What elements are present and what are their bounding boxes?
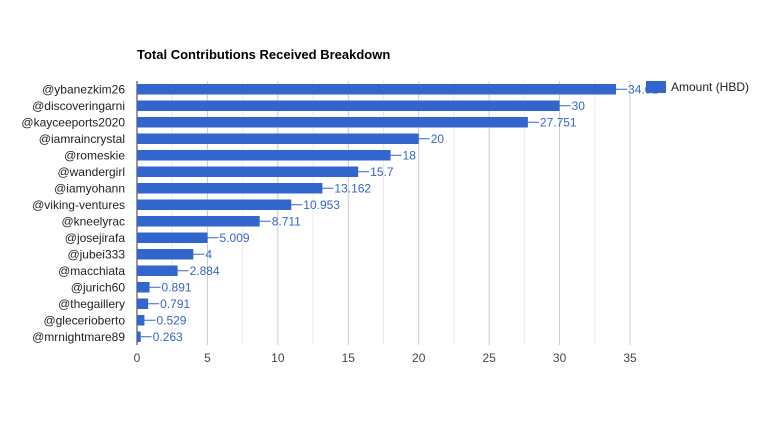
bar[interactable]: [137, 315, 145, 326]
bar[interactable]: [137, 282, 150, 293]
x-tick-label: 35: [623, 351, 637, 365]
bar[interactable]: [137, 117, 528, 128]
x-tick-label: 10: [271, 351, 285, 365]
category-label: @kneelyrac: [61, 214, 125, 228]
data-label: 8.711: [272, 214, 301, 228]
data-label: 0.263: [153, 330, 183, 344]
bar[interactable]: [137, 216, 260, 227]
category-label: @josejirafa: [65, 231, 126, 245]
category-label: @mrnightmare89: [32, 330, 125, 344]
bar[interactable]: [137, 265, 178, 277]
bar[interactable]: [137, 166, 359, 178]
bar[interactable]: [137, 331, 141, 343]
data-label: 2.884: [190, 264, 220, 278]
data-label: 30: [572, 99, 586, 113]
category-label: @iamyohann: [54, 181, 125, 195]
category-label: @viking-ventures: [32, 198, 125, 212]
category-label: @wandergirl: [57, 165, 125, 179]
legend-swatch: [646, 81, 666, 93]
data-label: 5.009: [220, 231, 250, 245]
data-label: 0.891: [162, 280, 192, 294]
data-label: 15.7: [370, 165, 394, 179]
category-labels: @ybanezkim26 @discoveringarni @kayceeports…: [21, 82, 125, 344]
bar[interactable]: [137, 249, 194, 260]
category-label: @kayceeports2020: [21, 115, 125, 129]
category-label: @jurich60: [71, 280, 126, 294]
x-tick-label: 0: [134, 351, 141, 365]
bar[interactable]: [137, 183, 323, 194]
chart-title: Total Contributions Received Breakdown: [137, 47, 390, 62]
legend-label: Amount (HBD): [671, 80, 749, 94]
category-label: @jubei333: [67, 247, 125, 261]
data-label: 13.162: [334, 181, 371, 195]
data-label: 0.529: [156, 313, 186, 327]
x-tick-label: 25: [482, 351, 496, 365]
bar[interactable]: [137, 298, 149, 310]
bar[interactable]: [137, 199, 292, 211]
bar[interactable]: [137, 150, 391, 161]
x-tick-label: 20: [412, 351, 426, 365]
bar[interactable]: [137, 133, 419, 145]
category-label: @romeskie: [64, 148, 125, 162]
category-label: @thegaillery: [58, 297, 125, 311]
legend: Amount (HBD): [646, 80, 749, 94]
category-label: @ybanezkim26: [42, 82, 125, 96]
x-tick-label: 15: [342, 351, 356, 365]
bar[interactable]: [137, 84, 617, 95]
data-label: 0.791: [160, 297, 190, 311]
category-label: @discoveringarni: [32, 99, 125, 113]
x-tick-label: 5: [204, 351, 211, 365]
bar[interactable]: [137, 100, 560, 112]
category-label: @glecerioberto: [43, 313, 125, 327]
x-axis-ticks: 0 5 10 15 20 25 30 35: [134, 351, 637, 365]
category-label: @macchiata: [58, 264, 125, 278]
data-label: 18: [403, 148, 417, 162]
data-label: 10.953: [303, 198, 340, 212]
category-label: @iamraincrystal: [39, 132, 125, 146]
x-tick-label: 30: [553, 351, 567, 365]
data-label: 20: [431, 132, 445, 146]
data-label: 4: [205, 247, 212, 261]
bar[interactable]: [137, 232, 208, 244]
bars: [137, 84, 617, 343]
data-label: 27.751: [540, 115, 577, 129]
